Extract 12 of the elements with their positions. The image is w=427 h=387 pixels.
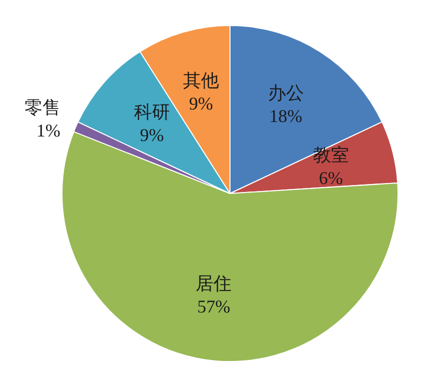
slice-label: 其他 (182, 70, 219, 91)
data-label: 18% (269, 106, 302, 126)
data-label: 6% (318, 168, 343, 188)
data-label: 1% (36, 120, 60, 140)
slice-label: 科研 (134, 102, 170, 122)
data-label: 9% (188, 94, 213, 114)
slice-label: 居住 (196, 274, 232, 294)
data-label: 57% (197, 296, 230, 317)
slice-label: 教室 (312, 144, 349, 165)
slice-label: 零售 (24, 97, 60, 118)
slice-label: 办公 (268, 82, 304, 103)
data-label: 9% (140, 124, 164, 145)
